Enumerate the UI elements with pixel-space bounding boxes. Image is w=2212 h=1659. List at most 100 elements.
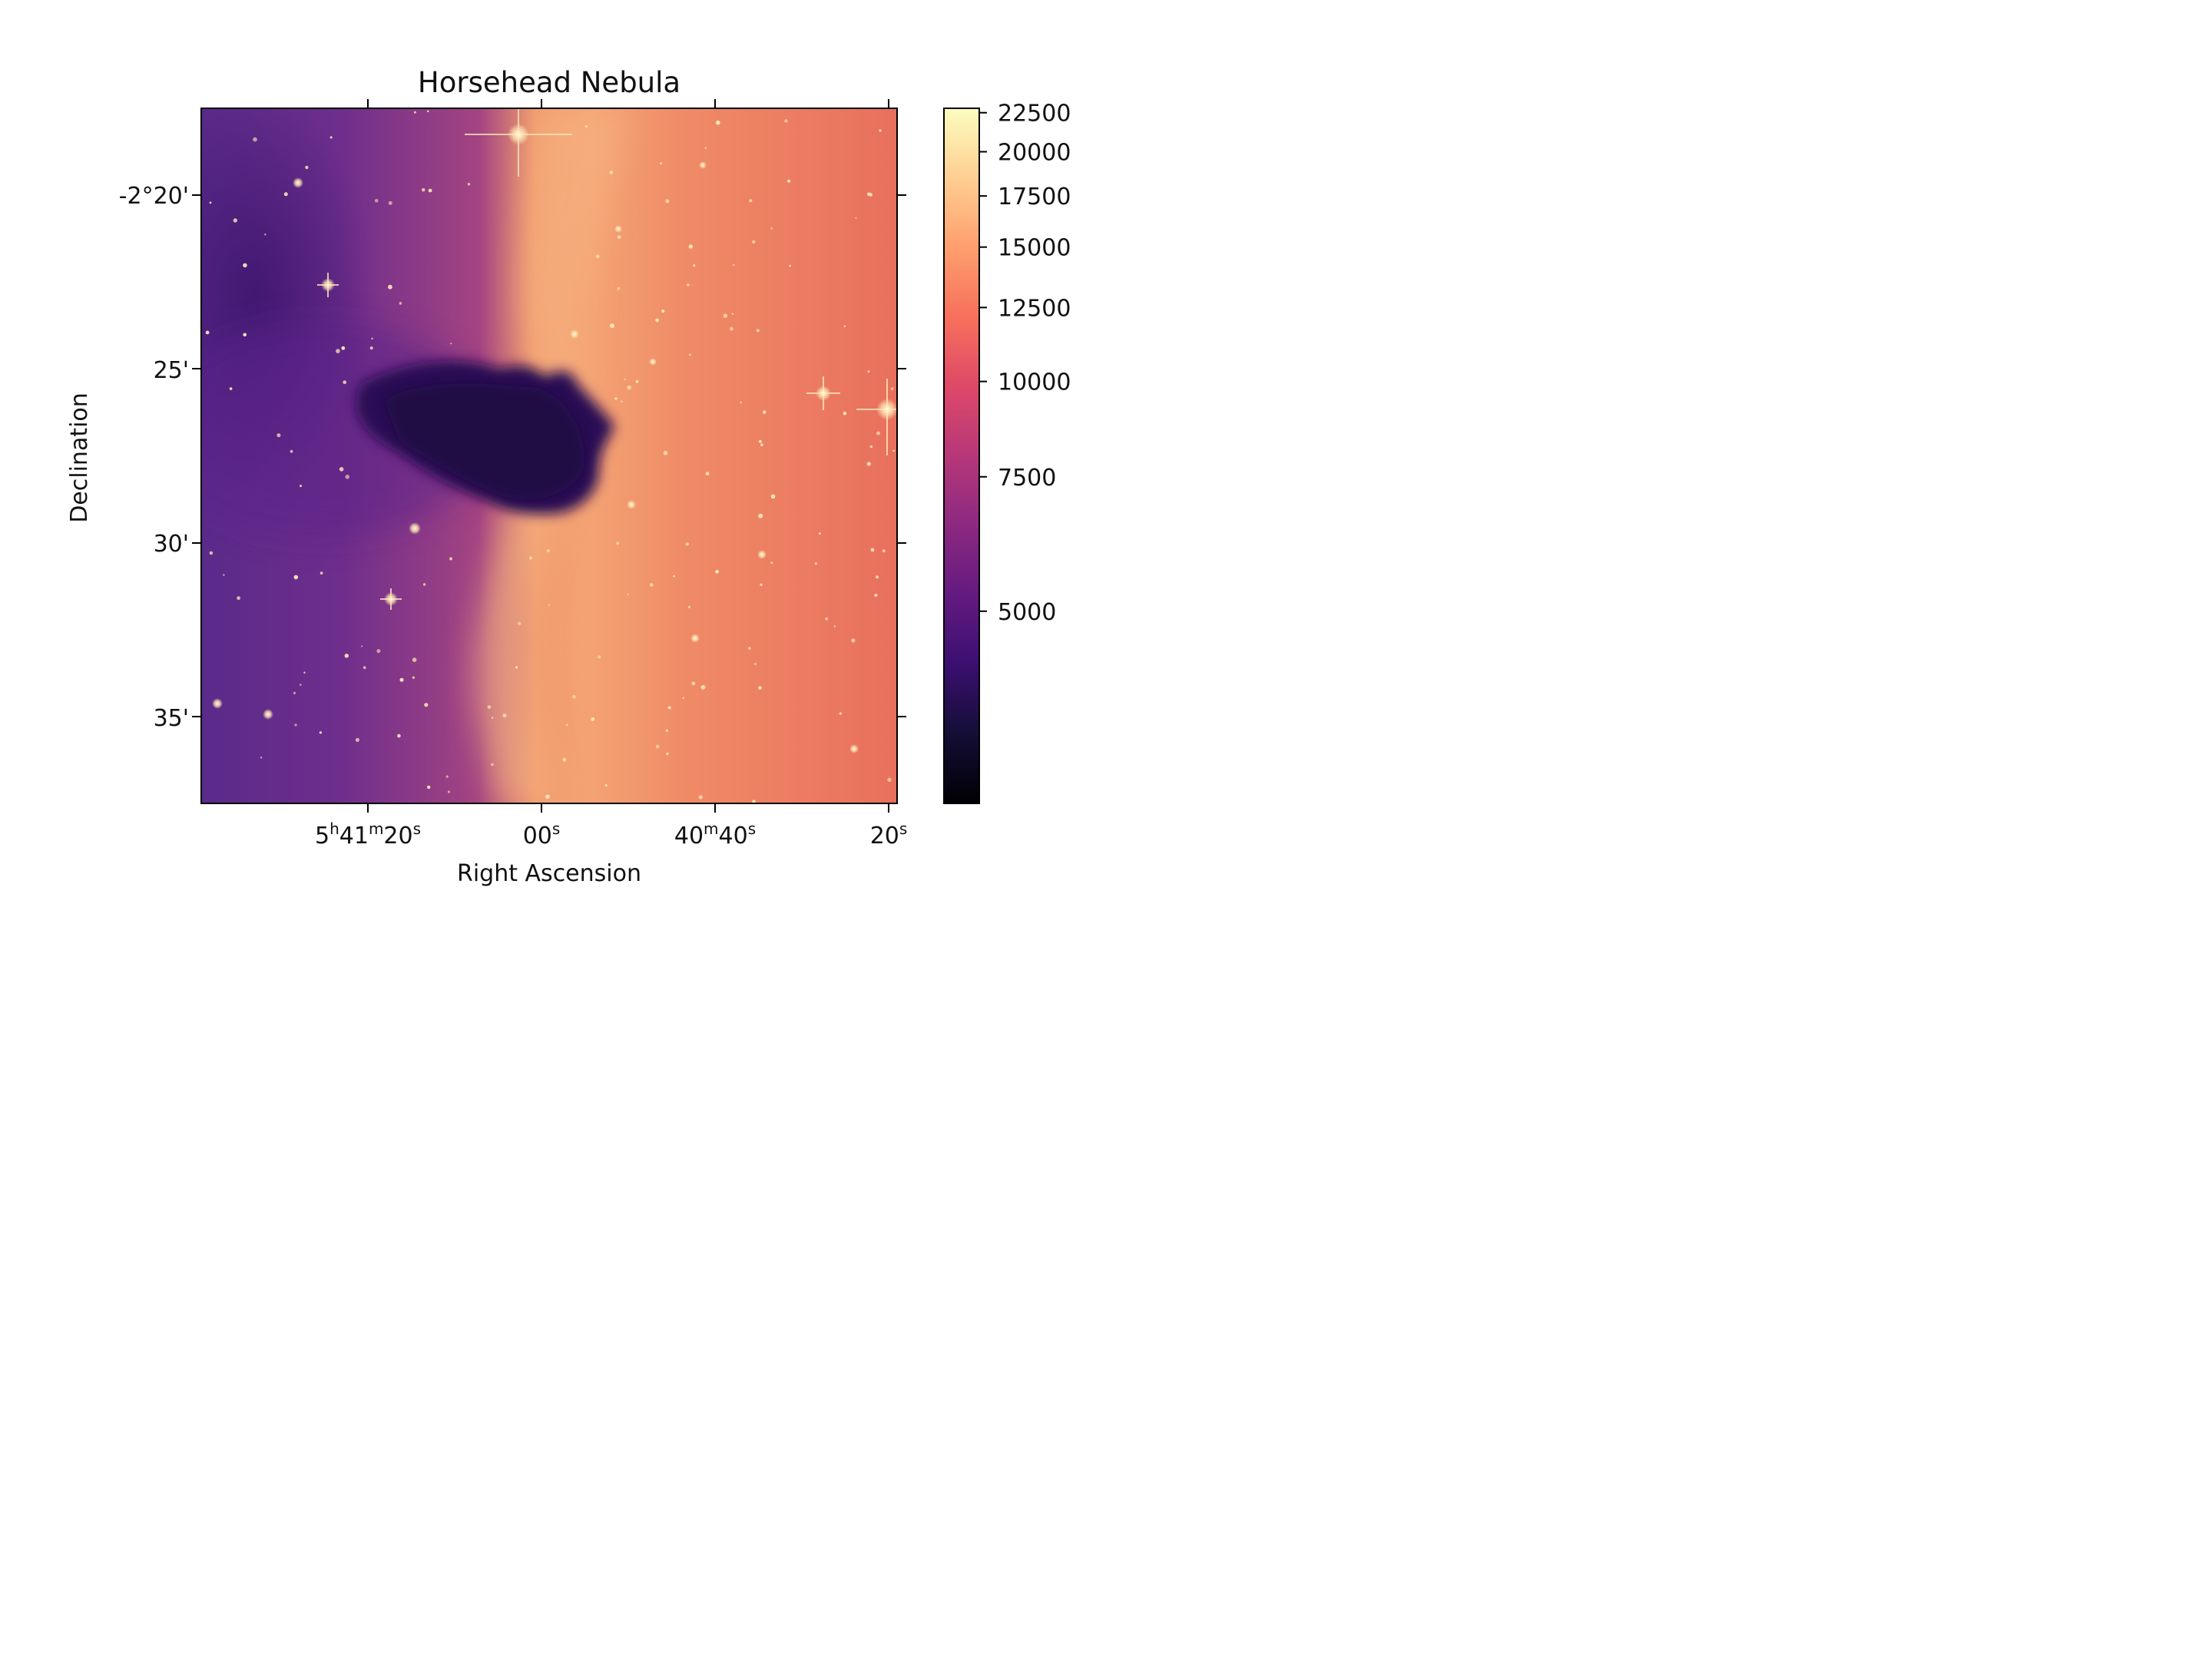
star xyxy=(427,110,429,113)
star xyxy=(635,379,639,383)
star xyxy=(303,671,306,674)
star xyxy=(283,192,288,197)
star xyxy=(399,302,402,305)
small-stars xyxy=(205,110,896,803)
star xyxy=(758,439,762,443)
star xyxy=(450,343,452,345)
star xyxy=(572,694,576,699)
star xyxy=(655,744,660,749)
star xyxy=(666,752,669,756)
x-tick-labels: 5h41m20s 00s 40m40s 20s xyxy=(315,820,907,849)
star xyxy=(867,370,870,373)
star xyxy=(756,329,760,333)
star xyxy=(705,472,710,476)
star xyxy=(624,378,626,381)
star xyxy=(621,400,623,402)
star xyxy=(319,731,322,734)
y-axis-label: Declination xyxy=(66,392,93,523)
star xyxy=(237,596,240,601)
star xyxy=(374,199,379,203)
star xyxy=(748,647,751,650)
star xyxy=(293,691,296,694)
star xyxy=(345,475,350,479)
y-tick-label: 30' xyxy=(154,531,189,558)
star xyxy=(665,729,669,732)
star xyxy=(851,638,856,643)
star xyxy=(614,397,618,400)
star xyxy=(866,462,871,466)
y-tick-label: -2°20' xyxy=(119,183,189,210)
star xyxy=(253,137,257,142)
star xyxy=(770,227,773,230)
image-frame xyxy=(200,108,898,804)
star xyxy=(293,575,299,580)
star xyxy=(329,136,333,139)
star xyxy=(649,583,654,587)
star xyxy=(770,494,776,499)
star xyxy=(595,254,600,259)
star xyxy=(515,666,518,669)
star xyxy=(294,724,297,727)
star xyxy=(732,263,735,267)
star xyxy=(388,284,392,290)
star xyxy=(843,325,846,327)
star xyxy=(427,785,431,790)
star xyxy=(627,385,631,390)
chart-figure: Horsehead Nebula xyxy=(66,66,1071,887)
bright-stars xyxy=(212,108,897,753)
colorbar-tick-label: 7500 xyxy=(998,465,1056,492)
star xyxy=(445,775,449,778)
star xyxy=(762,410,767,414)
star xyxy=(617,286,621,290)
y-tick-label: 35' xyxy=(154,705,189,732)
star xyxy=(867,192,871,197)
star xyxy=(487,705,492,709)
y-tick-labels: -2°20' 25' 30' 35' xyxy=(119,183,189,732)
star xyxy=(740,401,742,404)
star xyxy=(546,549,550,553)
star xyxy=(839,712,843,715)
star xyxy=(892,449,896,452)
nebula-image xyxy=(201,108,897,803)
star xyxy=(264,233,267,236)
star xyxy=(562,757,567,762)
star xyxy=(682,697,684,700)
star xyxy=(617,235,621,240)
star xyxy=(339,467,344,472)
star xyxy=(814,562,818,565)
star xyxy=(869,445,873,449)
star xyxy=(843,411,847,416)
star xyxy=(659,162,663,165)
star xyxy=(276,433,281,438)
star xyxy=(604,784,608,786)
colorbar-tick-label: 5000 xyxy=(998,599,1056,626)
colorbar-tick-label: 15000 xyxy=(998,235,1071,262)
star xyxy=(369,346,373,350)
star xyxy=(447,790,450,793)
star xyxy=(290,449,293,453)
star xyxy=(874,594,878,597)
star xyxy=(882,549,886,553)
star xyxy=(209,201,212,204)
x-tick-label: 00s xyxy=(523,820,561,849)
star xyxy=(223,574,225,576)
star xyxy=(729,326,733,331)
colorbar-tick-label: 20000 xyxy=(998,140,1071,167)
chart-title: Horsehead Nebula xyxy=(418,66,680,99)
x-axis-label: Right Ascension xyxy=(457,860,641,887)
colorbar-tick-label: 12500 xyxy=(998,295,1071,322)
star xyxy=(758,513,763,518)
star xyxy=(243,263,247,268)
star xyxy=(205,330,210,335)
star xyxy=(752,240,756,244)
star xyxy=(698,795,703,800)
star xyxy=(545,794,550,800)
star xyxy=(229,387,233,390)
star xyxy=(760,583,763,587)
star xyxy=(753,663,757,665)
star xyxy=(731,313,734,316)
star xyxy=(789,264,791,267)
star xyxy=(663,451,668,455)
star xyxy=(233,218,237,223)
star xyxy=(399,677,404,682)
